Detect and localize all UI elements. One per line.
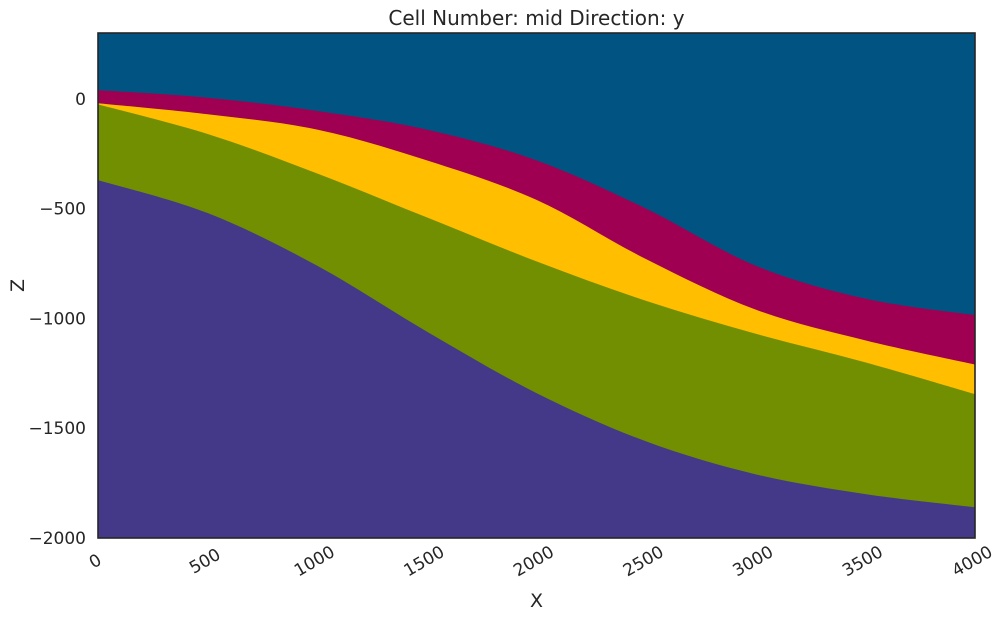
plot-frame [97, 32, 976, 539]
layer-5-fill [98, 180, 975, 539]
y-axis-ticks: 0 −500 −1000 −1500 −2000 [28, 90, 86, 549]
x-axis-ticks: 0 500 1000 1500 2000 2500 3000 3500 4000 [86, 542, 996, 581]
y-tick-label: −1500 [28, 419, 86, 439]
x-tick-label: 0 [86, 550, 105, 573]
x-tick-label: 2500 [620, 542, 667, 581]
x-axis-label: X [530, 590, 543, 612]
y-tick-label: −2000 [28, 529, 86, 549]
x-tick-label: 500 [186, 545, 224, 579]
chart-title: Cell Number: mid Direction: y [388, 6, 684, 30]
y-tick-label: −500 [39, 200, 86, 220]
x-tick-label: 3500 [839, 542, 886, 581]
x-tick-label: 4000 [949, 542, 996, 581]
x-tick-label: 1500 [401, 542, 448, 581]
y-axis-label: Z [7, 279, 29, 292]
x-tick-label: 2000 [510, 542, 557, 581]
x-tick-label: 3000 [730, 542, 777, 581]
y-tick-label: −1000 [28, 309, 86, 329]
y-tick-label: 0 [75, 90, 86, 110]
x-tick-label: 1000 [291, 542, 338, 581]
geology-layers [98, 33, 975, 539]
